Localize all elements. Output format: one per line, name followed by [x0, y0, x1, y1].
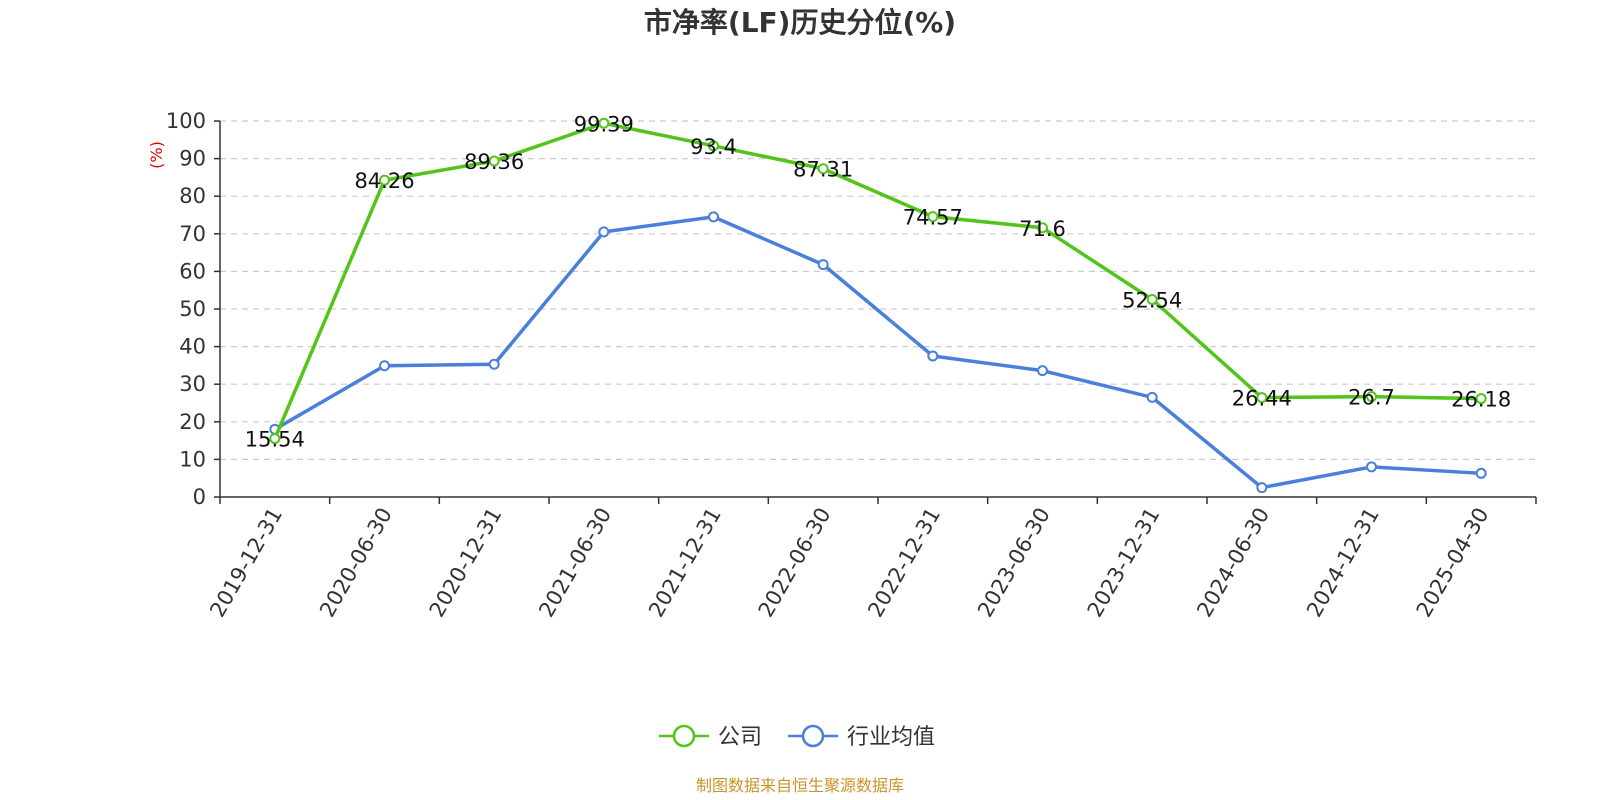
y-tick-label: 0 [193, 485, 206, 509]
legend-company-marker [672, 724, 696, 748]
point-company[interactable] [1475, 393, 1487, 405]
data-label-company: 26.7 [1348, 386, 1395, 410]
series-line-industry [273, 215, 1482, 490]
data-label-company: 26.18 [1451, 388, 1511, 412]
data-label-company: 15.54 [245, 428, 305, 452]
point-industry[interactable] [817, 259, 829, 271]
point-company[interactable] [488, 155, 500, 167]
data-label-company: 87.31 [793, 158, 853, 182]
point-company[interactable] [817, 163, 829, 175]
x-tick-label: 2024-12-31 [1302, 504, 1384, 622]
x-tick-label: 2021-06-30 [534, 504, 616, 622]
point-industry[interactable] [1475, 467, 1487, 479]
y-tick-label: 70 [179, 222, 206, 246]
series-line-company [273, 121, 1482, 440]
y-tick-label: 100 [166, 109, 206, 133]
point-company[interactable] [1256, 392, 1268, 404]
x-tick-marks [219, 497, 1537, 504]
point-industry[interactable] [488, 358, 500, 370]
point-industry[interactable] [379, 360, 390, 372]
point-company[interactable] [1146, 293, 1158, 305]
point-company[interactable] [598, 117, 610, 129]
point-industry[interactable] [1256, 482, 1268, 494]
grid-lines [220, 120, 1536, 460]
x-tick-label: 2020-06-30 [315, 504, 397, 622]
point-industry[interactable] [1037, 365, 1048, 377]
legend[interactable]: 公司 行业均值 [659, 724, 935, 750]
x-tick-label: 2024-06-30 [1192, 504, 1274, 622]
x-tick-label: 2021-12-31 [644, 504, 726, 622]
legend-company-label: 公司 [718, 725, 762, 750]
x-tick-label: 2023-06-30 [973, 504, 1055, 622]
legend-industry-marker [801, 724, 825, 748]
y-tick-label: 60 [179, 259, 206, 283]
data-label-company: 93.4 [690, 135, 737, 159]
point-company[interactable] [379, 174, 390, 186]
data-label-company: 71.6 [1019, 217, 1066, 241]
x-tick-label: 2025-04-30 [1412, 504, 1494, 622]
x-tick-label: 2023-12-31 [1083, 504, 1165, 622]
y-tick-label: 50 [179, 297, 206, 321]
x-tick-label: 2022-06-30 [754, 504, 836, 622]
point-company[interactable] [1037, 222, 1048, 234]
data-label-company: 89.36 [464, 150, 524, 174]
y-axis-label: (%) [147, 141, 166, 169]
point-industry[interactable] [708, 211, 719, 223]
x-tick-label: 2019-12-31 [205, 504, 287, 622]
data-label-company: 84.26 [354, 169, 414, 193]
point-company[interactable] [927, 211, 939, 223]
legend-item-industry[interactable]: 行业均值 [788, 724, 935, 750]
legend-item-company[interactable]: 公司 [659, 724, 762, 750]
point-industry[interactable] [1146, 391, 1158, 403]
y-tick-label: 40 [179, 335, 206, 359]
x-tick-labels: 2019-12-31 2020-06-30 2020-12-31 2021-06-30… [205, 503, 1493, 621]
y-tick-labels: 0 10 20 30 40 50 60 70 80 90 100 [166, 109, 220, 509]
point-company[interactable] [708, 140, 719, 152]
series-lines [269, 117, 1487, 494]
y-tick-label: 20 [179, 410, 206, 434]
data-label-company: 26.44 [1232, 387, 1292, 411]
point-industry[interactable] [927, 350, 939, 362]
data-label-company: 99.39 [574, 112, 634, 136]
source-note: 制图数据来自恒生聚源数据库 [696, 776, 904, 795]
y-tick-label: 30 [179, 372, 206, 396]
data-label-company: 74.57 [903, 206, 963, 230]
point-company[interactable] [1366, 391, 1377, 403]
x-tick-label: 2022-12-31 [863, 503, 945, 621]
point-company[interactable] [269, 433, 281, 445]
point-industry[interactable] [1366, 461, 1377, 473]
y-tick-label: 80 [179, 184, 206, 208]
y-tick-label: 90 [179, 147, 206, 171]
chart-title: 市净率(LF)历史分位(%) [644, 6, 956, 39]
y-tick-label: 10 [179, 447, 206, 471]
legend-industry-label: 行业均值 [847, 725, 935, 750]
x-tick-label: 2020-12-31 [425, 503, 507, 621]
data-label-company: 52.54 [1122, 288, 1182, 312]
data-labels: 15.54 84.26 89.36 99.39 93.4 87.31 74.57 71.6 52… [245, 112, 1511, 451]
point-industry[interactable] [598, 226, 610, 238]
